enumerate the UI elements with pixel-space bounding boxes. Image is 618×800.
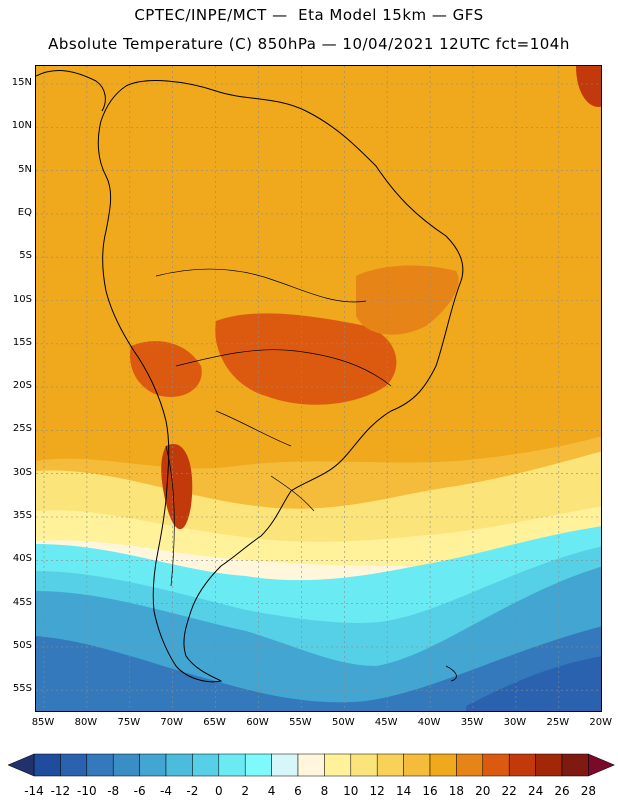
lat-label: 40S — [12, 553, 32, 565]
map-title-line-2: Absolute Temperature (C) 850hPa — 10/04/… — [48, 35, 570, 53]
lat-label: 25S — [12, 423, 32, 435]
colorbar-tick-label: 10 — [343, 784, 359, 798]
colorbar-box — [165, 753, 193, 777]
colorbar-tick-label: 14 — [395, 784, 412, 798]
lon-label: 20W — [589, 717, 612, 728]
colorbar-box — [350, 753, 378, 777]
colorbar-tick-label: 28 — [580, 784, 597, 798]
colorbar-tick-label: 22 — [501, 784, 517, 798]
lat-label: 5N — [18, 163, 32, 175]
colorbar-tick-label: 8 — [320, 784, 329, 798]
border-central — [175, 349, 392, 387]
warm-core-chile — [161, 444, 193, 530]
lat-label: 5S — [19, 250, 32, 262]
lon-label: 70W — [160, 717, 183, 728]
border-amazon — [155, 268, 367, 303]
colorbar-box — [508, 753, 536, 777]
lat-label: 55S — [12, 683, 32, 695]
lat-label: 50S — [12, 639, 32, 651]
lat-label: 20S — [12, 380, 32, 392]
colorbar-box — [535, 753, 563, 777]
south-america-coastline — [97, 80, 464, 683]
falkland-islands — [445, 665, 457, 682]
colorbar-tick-label: 26 — [554, 784, 570, 798]
colorbar-under-arrow — [7, 753, 35, 777]
lat-label: 45S — [12, 596, 32, 608]
warm-core-atlantic — [576, 66, 601, 107]
temperature-map — [35, 65, 602, 712]
colorbar-tick-label: 12 — [369, 784, 385, 798]
colorbar-box — [456, 753, 484, 777]
colorbar-box — [376, 753, 404, 777]
colorbar-tick-label: -6 — [133, 784, 146, 798]
colorbar-box — [86, 753, 114, 777]
colorbar-tick-label: -10 — [76, 784, 97, 798]
colorbar-tick-label: -8 — [107, 784, 120, 798]
map-canvas — [36, 66, 601, 711]
colorbar-box — [324, 753, 352, 777]
warm-area-northeast — [356, 265, 459, 335]
colorbar-box — [192, 753, 220, 777]
colorbar-tick-label: -14 — [24, 784, 44, 798]
colorbar-tick-label: 24 — [527, 784, 544, 798]
warm-core-central — [215, 313, 397, 405]
lon-label: 80W — [74, 717, 98, 728]
central-america-coastline — [36, 70, 106, 112]
lon-label: 30W — [503, 717, 527, 728]
lat-label: 15S — [12, 336, 32, 348]
lon-label: 35W — [460, 717, 484, 728]
warm-core-andes — [130, 341, 202, 397]
lon-label: 55W — [289, 717, 312, 728]
temperature-colorbar — [7, 753, 616, 777]
lon-label: 40W — [417, 717, 441, 728]
band-minus8-minus6 — [36, 626, 601, 711]
lon-label: 25W — [546, 717, 570, 728]
colorbar-over-arrow — [588, 753, 616, 777]
lon-label: 60W — [246, 717, 269, 728]
colorbar-tick-label: 0 — [214, 784, 223, 798]
lat-label: 10N — [11, 120, 32, 132]
colorbar-tick-label: 2 — [241, 784, 249, 798]
colorbar-tick-label: -4 — [160, 784, 172, 798]
lat-label: 15N — [11, 77, 32, 88]
warm-area-north — [96, 99, 252, 210]
lon-label: 50W — [331, 717, 355, 728]
colorbar-box — [33, 753, 61, 777]
colorbar-box — [482, 753, 510, 777]
map-title-line-1: CPTEC/INPE/MCT — Eta Model 15km — GFS — [134, 6, 484, 24]
lat-label: EQ — [17, 206, 32, 218]
lat-label: 35S — [12, 510, 32, 521]
border-uruguay — [270, 475, 315, 512]
colorbar-tick-label: -12 — [50, 784, 71, 798]
colorbar-tick-label: 4 — [267, 784, 276, 798]
lat-label: 30S — [12, 466, 32, 478]
border-chile-argentina — [165, 445, 175, 587]
lon-label: 45W — [374, 717, 398, 728]
colorbar-box — [403, 753, 431, 777]
border-paraguay — [215, 410, 292, 447]
colorbar-box — [112, 753, 140, 777]
colorbar-box — [561, 753, 589, 777]
lat-label: 10S — [12, 293, 32, 305]
colorbar-box — [139, 753, 167, 777]
colorbar-box — [271, 753, 299, 777]
band-minus10-minus8 — [466, 656, 601, 711]
colorbar-box — [244, 753, 272, 777]
colorbar-tick-label: -2 — [186, 784, 199, 798]
colorbar-box — [297, 753, 325, 777]
lon-label: 75W — [117, 717, 141, 728]
colorbar-tick-label: 18 — [448, 784, 465, 798]
colorbar-box — [429, 753, 457, 777]
colorbar-tick-label: 6 — [294, 784, 302, 798]
colorbar-box — [218, 753, 246, 777]
lon-label: 85W — [31, 717, 55, 728]
colorbar-tick-label: 20 — [475, 784, 491, 798]
colorbar-box — [60, 753, 88, 777]
lon-label: 65W — [203, 717, 226, 728]
colorbar-tick-label: 16 — [422, 784, 438, 798]
